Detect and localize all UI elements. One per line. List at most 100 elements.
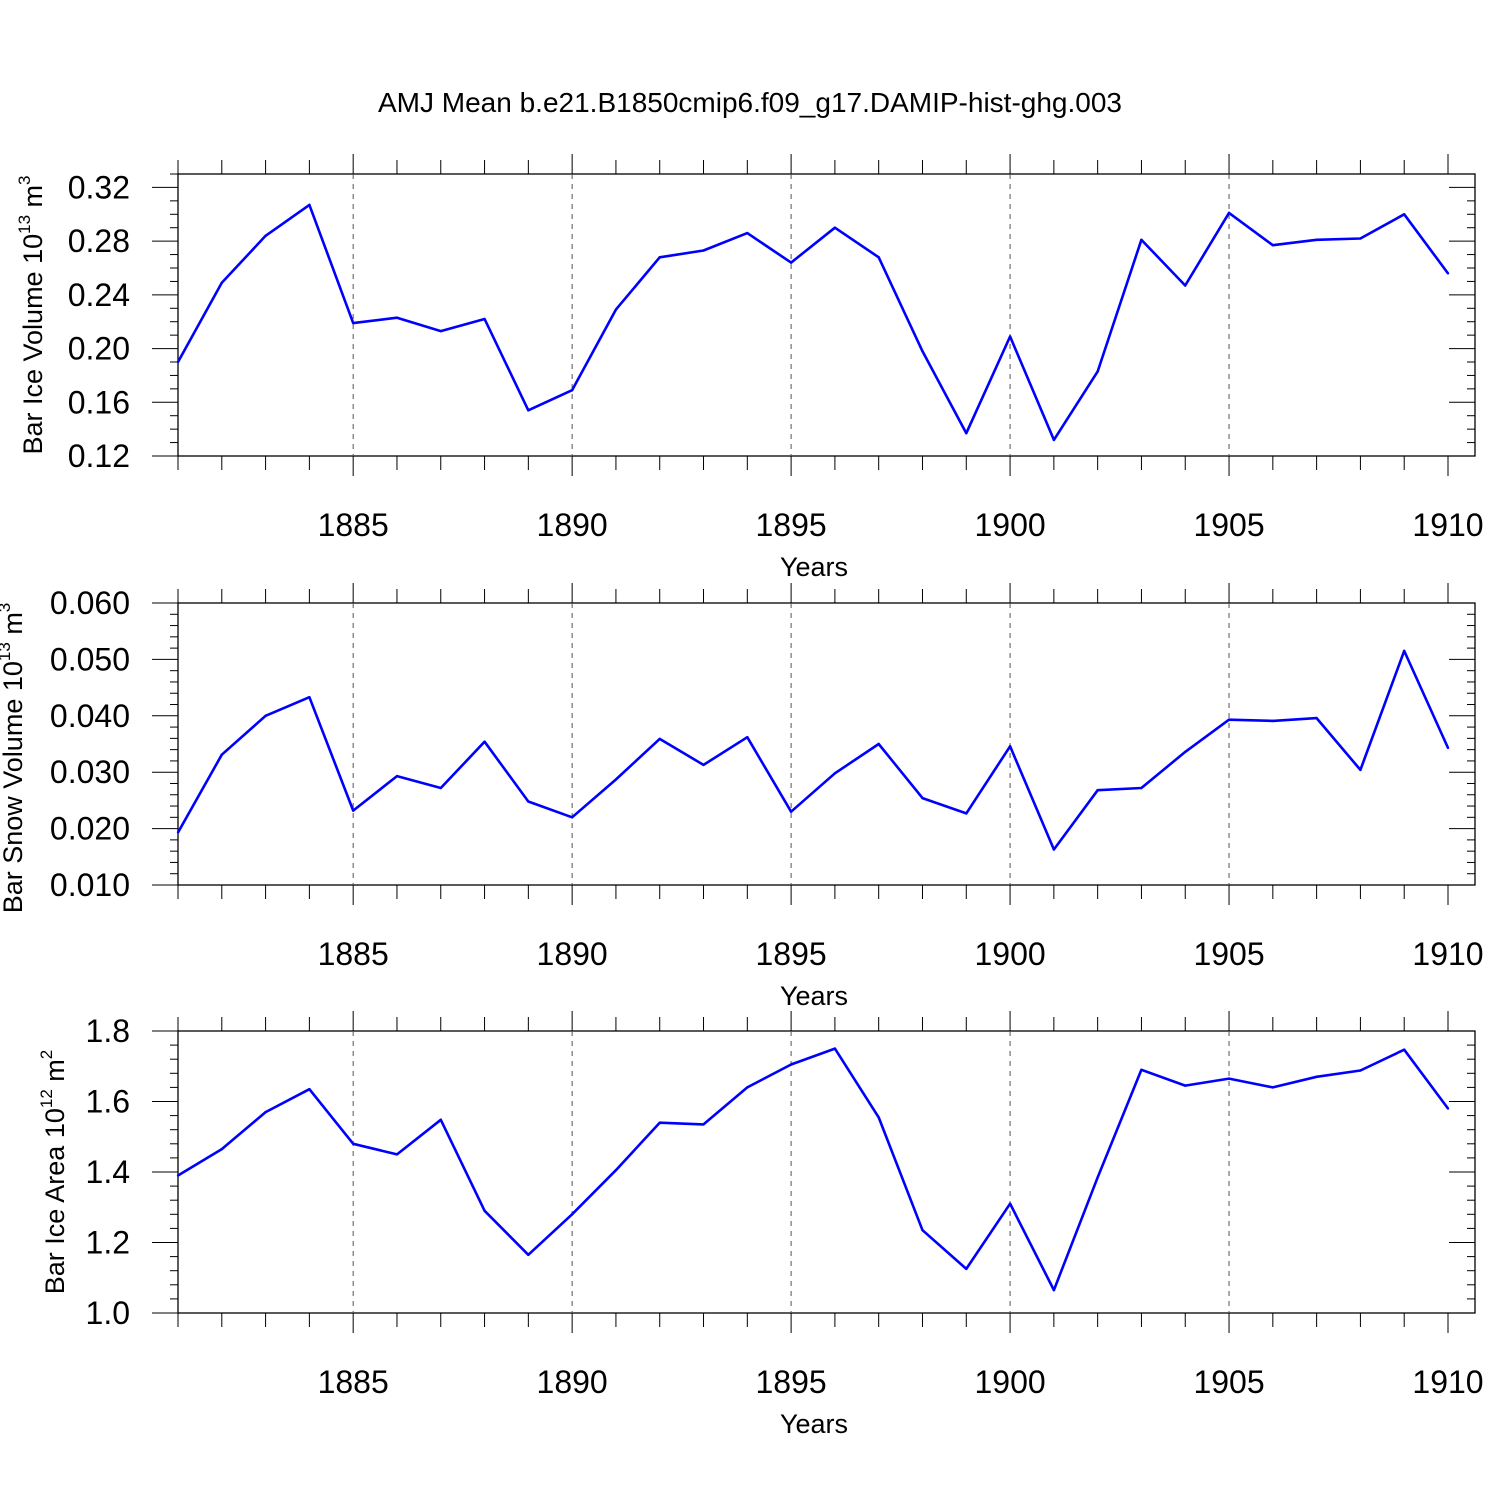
- data-point: [921, 350, 924, 353]
- data-point: [921, 1228, 924, 1232]
- data-point: [1446, 272, 1450, 275]
- y-axis-unit-base: 10: [40, 1108, 70, 1138]
- x-tick-label: 1900: [974, 1364, 1045, 1400]
- y-tick-label: 0.010: [50, 867, 130, 903]
- data-point: [1052, 1288, 1056, 1292]
- data-point: [308, 1087, 311, 1091]
- x-tick-label: 1905: [1193, 1364, 1264, 1400]
- data-point: [1008, 745, 1012, 748]
- y-tick-label: 0.16: [68, 384, 130, 420]
- data-point: [1227, 718, 1231, 721]
- x-tick-label: 1885: [318, 936, 389, 972]
- data-point: [570, 816, 574, 819]
- x-tick-label: 1885: [318, 1364, 389, 1400]
- data-point: [1271, 243, 1275, 247]
- panel-frame: [177, 173, 1476, 457]
- data-point: [789, 810, 793, 813]
- data-point: [1446, 746, 1450, 750]
- chart-title: AMJ Mean b.e21.B1850cmip6.f09_g17.DAMIP-…: [378, 87, 1122, 118]
- data-point: [1403, 213, 1406, 216]
- x-tick-label: 1885: [318, 507, 389, 543]
- data-point: [1315, 1075, 1318, 1079]
- data-point: [1140, 1068, 1143, 1071]
- data-point: [965, 431, 968, 435]
- panel-frame: [177, 602, 1476, 886]
- data-point: [1008, 1202, 1012, 1205]
- x-tick-label: 1895: [756, 936, 827, 972]
- y-axis-unit-symbol: m: [40, 1059, 70, 1089]
- data-point: [395, 316, 399, 319]
- data-point: [1096, 789, 1099, 792]
- x-tick-label: 1905: [1193, 507, 1264, 543]
- y-tick-label: 0.28: [68, 223, 130, 259]
- data-point: [658, 1121, 661, 1124]
- data-point: [439, 786, 442, 790]
- data-point: [220, 281, 223, 284]
- data-point: [395, 1153, 399, 1156]
- data-point: [1096, 1176, 1099, 1179]
- data-point: [1271, 1086, 1275, 1089]
- y-axis-label-text: Bar Snow Volume: [0, 691, 28, 913]
- data-point: [746, 1086, 749, 1089]
- y-axis-unit-symbol-exponent: 3: [15, 175, 34, 184]
- y-axis-unit-exponent: 12: [37, 1089, 56, 1108]
- y-tick-label: 0.020: [50, 811, 130, 847]
- data-point: [1403, 649, 1406, 653]
- y-tick-label: 0.030: [50, 754, 130, 790]
- x-axis-label: Years: [780, 1409, 848, 1439]
- y-tick-label: 0.24: [68, 277, 130, 313]
- data-point: [527, 1253, 530, 1257]
- data-point: [1359, 237, 1362, 240]
- y-axis-unit-base: 10: [0, 661, 28, 691]
- data-point: [176, 1174, 180, 1177]
- data-point: [220, 1147, 223, 1151]
- data-point: [1008, 335, 1012, 338]
- data-point: [176, 360, 180, 364]
- panel-3: 1885 1890 1895 1900 1905 1910 Years 1.0 1.2 1.4 1.…: [37, 1011, 1484, 1439]
- data-point: [614, 308, 618, 311]
- data-point: [439, 1118, 442, 1122]
- data-point: [921, 796, 924, 800]
- series-line: [176, 649, 1450, 851]
- y-axis-label: Bar Snow Volume 1013 m3: [0, 603, 28, 914]
- data-point: [220, 753, 223, 756]
- data-point: [702, 249, 705, 252]
- data-point: [439, 329, 442, 333]
- y-tick-label: 1.6: [86, 1084, 130, 1120]
- data-point: [1359, 768, 1362, 772]
- data-point: [614, 1169, 618, 1172]
- data-point: [483, 1209, 486, 1212]
- data-point: [1184, 1084, 1187, 1087]
- y-axis-unit-symbol: m: [18, 185, 48, 215]
- panels-container: 1885 1890 1895 1900 1905 1910 Years 0.12 0.16 0.2…: [0, 154, 1484, 1439]
- data-point: [1227, 1077, 1231, 1080]
- y-axis-label: Bar Ice Volume 1013 m3: [15, 175, 48, 454]
- x-tick-label: 1890: [537, 507, 608, 543]
- data-point: [833, 1047, 837, 1050]
- data-point: [1052, 848, 1056, 851]
- data-point: [746, 736, 749, 739]
- data-point: [965, 1267, 968, 1271]
- data-point: [1315, 238, 1318, 241]
- x-axis-label: Years: [780, 552, 848, 582]
- data-point: [308, 203, 311, 207]
- y-axis-label: Bar Ice Area 1012 m2: [37, 1050, 70, 1295]
- panel-1: 1885 1890 1895 1900 1905 1910 Years 0.12 0.16 0.2…: [15, 154, 1484, 582]
- data-point: [1140, 786, 1143, 790]
- data-point: [527, 409, 530, 412]
- y-tick-label: 1.8: [86, 1013, 130, 1049]
- y-tick-label: 0.20: [68, 331, 130, 367]
- data-point: [1271, 719, 1275, 723]
- data-point: [1359, 1069, 1362, 1072]
- y-tick-label: 0.32: [68, 169, 130, 205]
- y-tick-label: 0.050: [50, 641, 130, 677]
- data-point: [702, 1123, 705, 1126]
- data-point: [1140, 238, 1143, 241]
- x-tick-label: 1895: [756, 507, 827, 543]
- data-point: [351, 1142, 355, 1146]
- y-tick-label: 0.12: [68, 438, 130, 474]
- data-point: [833, 772, 837, 775]
- x-tick-label: 1895: [756, 1364, 827, 1400]
- y-axis-unit-exponent: 13: [15, 215, 34, 234]
- series-line: [177, 1047, 1450, 1292]
